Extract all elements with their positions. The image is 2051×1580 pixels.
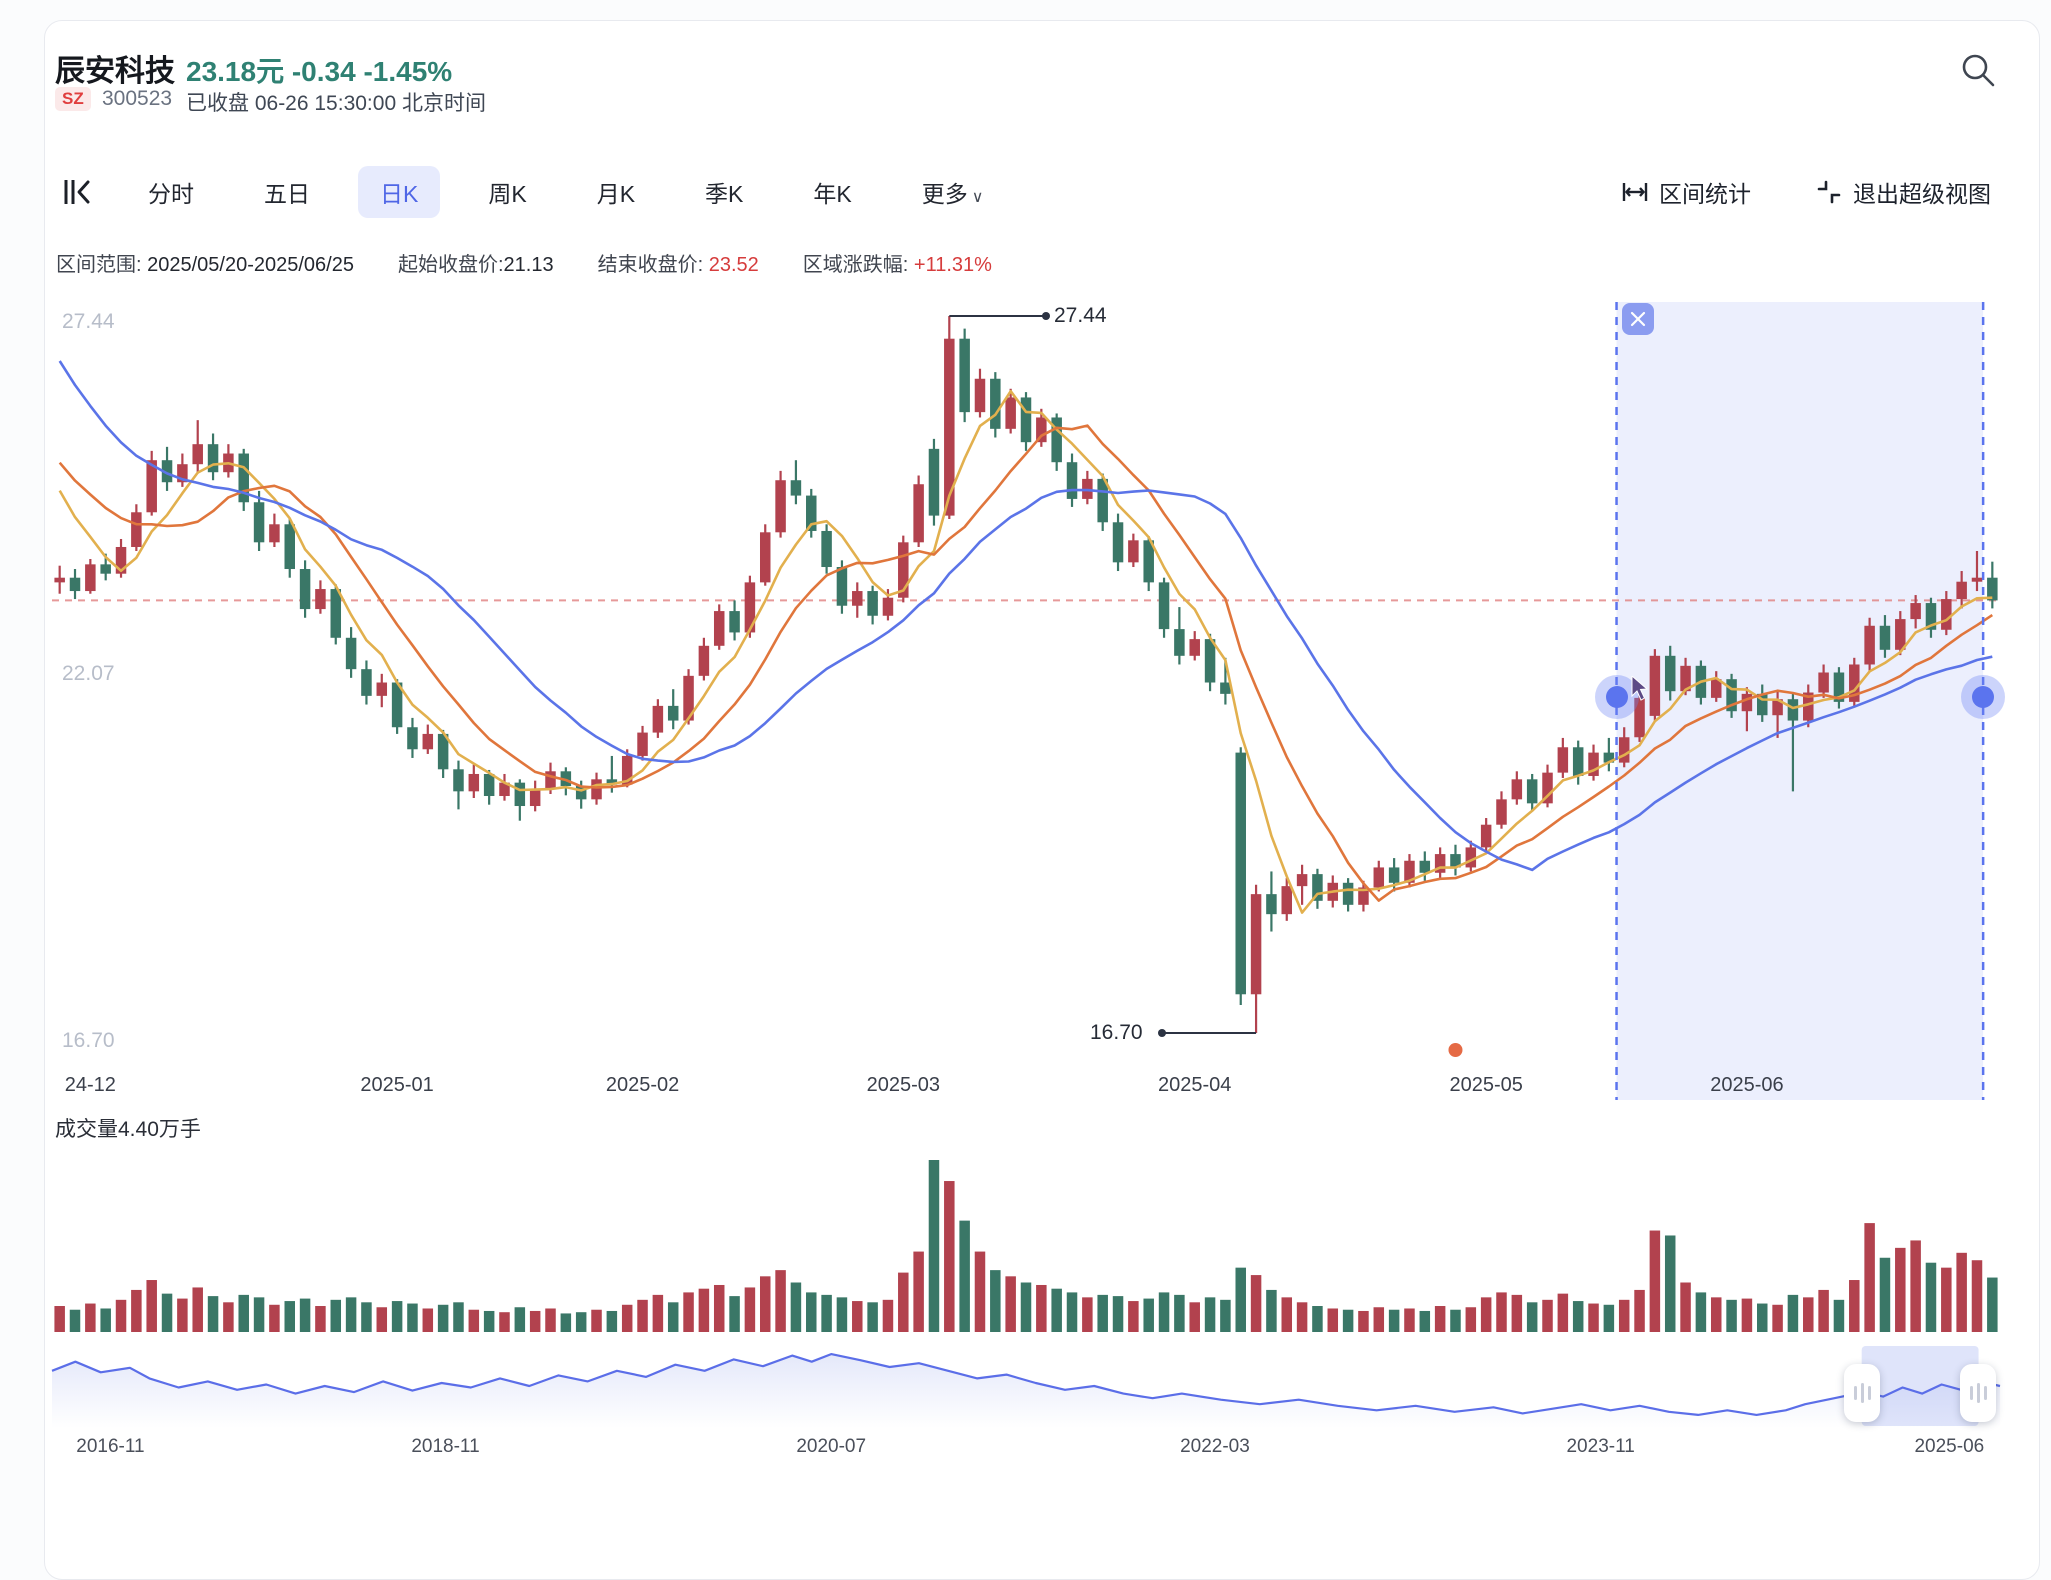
exit-superview-icon — [1817, 180, 1841, 204]
navigator-label-2016-11: 2016-11 — [76, 1436, 145, 1457]
stock-title: 辰安科技 — [55, 55, 175, 88]
stat-value: 23.52 — [708, 254, 759, 276]
tab-周K[interactable]: 周K — [488, 181, 527, 207]
stat-label: 起始收盘价: — [397, 254, 504, 276]
low-price-annotation: 16.70 — [1090, 1021, 1143, 1044]
stat-value: 2025/05/20-2025/06/25 — [147, 254, 354, 276]
mouse-cursor — [1631, 676, 1649, 701]
range-stats-summary: 区间范围: 2025/05/20-2025/06/25 起始收盘价:21.13 结束… — [56, 248, 992, 277]
x-axis-label-2025-03: 2025-03 — [866, 1074, 940, 1096]
exit-superview-button[interactable]: 退出超级视图 — [1815, 175, 1991, 209]
period-tabbar: 分时 五日 日K 周K 月K 季K 年K 更多 ∨ — [60, 163, 1005, 221]
selection-handle-left[interactable] — [1594, 675, 1639, 719]
market-status: 已收盘 06-26 15:30:00 北京时间 — [186, 92, 486, 115]
navigator-label-2018-11: 2018-11 — [411, 1436, 480, 1457]
market-badge: SZ — [55, 87, 91, 111]
tab-日K[interactable]: 日K — [358, 166, 441, 218]
x-axis-label-2025-04: 2025-04 — [1158, 1074, 1232, 1096]
stat-item-3: 区域涨跌幅: +11.31% — [803, 248, 992, 277]
y-axis-label-high: 27.44 — [62, 310, 115, 333]
selection-handle-dot — [1605, 686, 1628, 708]
stat-item-0: 区间范围: 2025/05/20-2025/06/25 — [56, 248, 354, 277]
exit-superview-label: 退出超级视图 — [1853, 181, 1991, 207]
close-selection-button[interactable] — [1621, 303, 1654, 335]
kline-panel-icon[interactable] — [60, 175, 94, 209]
y-axis-label-low: 16.70 — [62, 1029, 115, 1052]
navigator-handle-right[interactable] — [1960, 1364, 1996, 1422]
stock-price: 23.18元 -0.34 -1.45% — [186, 56, 453, 87]
stat-value: +11.31% — [913, 254, 992, 276]
selection-handle-right[interactable] — [1961, 675, 2006, 719]
range-stats-button[interactable]: 区间统计 — [1621, 175, 1751, 209]
navigator-label-2020-07: 2020-07 — [796, 1436, 867, 1457]
close-icon — [1630, 311, 1645, 327]
navigator-label-2022-03: 2022-03 — [1180, 1436, 1250, 1457]
x-axis-label-2025-05: 2025-05 — [1449, 1074, 1523, 1096]
stat-value: 21.13 — [503, 254, 554, 276]
tab-年K[interactable]: 年K — [813, 181, 852, 207]
tab-更多[interactable]: 更多 ∨ — [921, 181, 984, 207]
high-price-annotation: 27.44 — [1054, 304, 1107, 327]
x-axis-label-2025-01: 2025-01 — [360, 1074, 434, 1096]
stat-label: 结束收盘价: — [597, 254, 709, 276]
x-axis-label-24-12: 24-12 — [64, 1074, 116, 1096]
tab-月K[interactable]: 月K — [596, 181, 636, 207]
x-axis-label-2025-02: 2025-02 — [605, 1074, 680, 1096]
stat-item-2: 结束收盘价: 23.52 — [598, 248, 759, 277]
stat-label: 区间范围: — [56, 254, 148, 276]
stock-code: 300523 — [102, 87, 173, 110]
navigator-label-2025-06: 2025-06 — [1914, 1436, 1985, 1457]
tab-季K[interactable]: 季K — [705, 181, 744, 207]
stat-item-1: 起始收盘价:21.13 — [398, 248, 554, 277]
selection-handle-dot — [1972, 686, 1995, 708]
search-icon — [1962, 54, 1995, 87]
range-stats-label: 区间统计 — [1659, 181, 1751, 207]
volume-label: 成交量4.40万手 — [55, 1118, 201, 1141]
chevron-down-icon: ∨ — [971, 189, 984, 206]
stat-label: 区域涨跌幅: — [802, 254, 914, 276]
tab-五日[interactable]: 五日 — [264, 181, 310, 207]
chart-actions: 区间统计 退出超级视图 — [1621, 163, 1991, 221]
tab-分时[interactable]: 分时 — [148, 181, 194, 207]
range-stats-icon — [1622, 183, 1648, 201]
search-button[interactable] — [1958, 50, 1998, 90]
y-axis-label-mid: 22.07 — [62, 662, 115, 685]
navigator-handle-left[interactable] — [1844, 1364, 1880, 1422]
x-axis-label-2025-06: 2025-06 — [1710, 1074, 1784, 1096]
navigator-label-2023-11: 2023-11 — [1566, 1436, 1635, 1457]
